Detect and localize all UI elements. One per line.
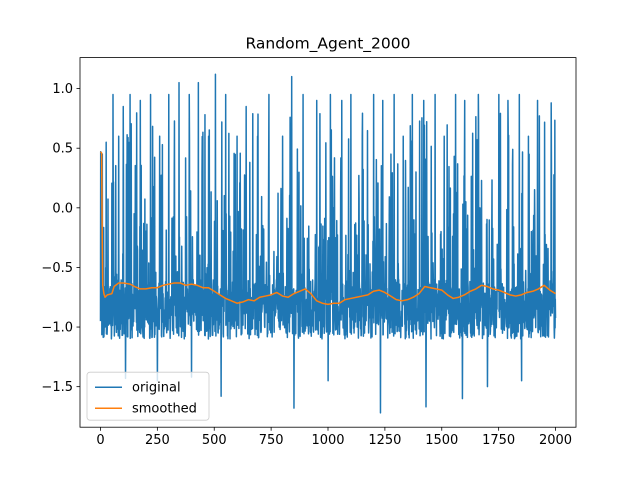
x-tick-label: 0: [96, 433, 104, 448]
x-tick-label: 1250: [368, 433, 401, 448]
y-axis: −1.5 −1.0 −0.5 0.0 0.5 1.0: [41, 82, 80, 395]
y-tick-label: −1.5: [41, 380, 73, 395]
x-tick-label: 1750: [482, 433, 515, 448]
plot-area: [99, 73, 557, 414]
legend-label: smoothed: [132, 402, 197, 417]
y-tick-label: −1.0: [41, 321, 73, 336]
y-tick-label: −0.5: [41, 261, 73, 276]
x-tick-label: 250: [145, 433, 170, 448]
chart-title: Random_Agent_2000: [246, 35, 411, 54]
x-tick-label: 500: [202, 433, 227, 448]
legend-label: original: [132, 381, 181, 396]
legend: original smoothed: [86, 371, 210, 421]
x-axis: 0 250 500 750 1000 1250 1500 1750 2000: [96, 427, 572, 448]
x-tick-label: 1000: [311, 433, 344, 448]
y-tick-label: 0.0: [52, 201, 73, 216]
series-smoothed-line: [99, 151, 556, 306]
series-original-line: [99, 73, 557, 414]
x-tick-label: 2000: [539, 433, 572, 448]
x-tick-label: 750: [259, 433, 284, 448]
y-tick-label: 0.5: [52, 142, 73, 157]
x-tick-label: 1500: [425, 433, 458, 448]
axes-frame: [79, 57, 577, 428]
y-tick-label: 1.0: [52, 82, 73, 97]
